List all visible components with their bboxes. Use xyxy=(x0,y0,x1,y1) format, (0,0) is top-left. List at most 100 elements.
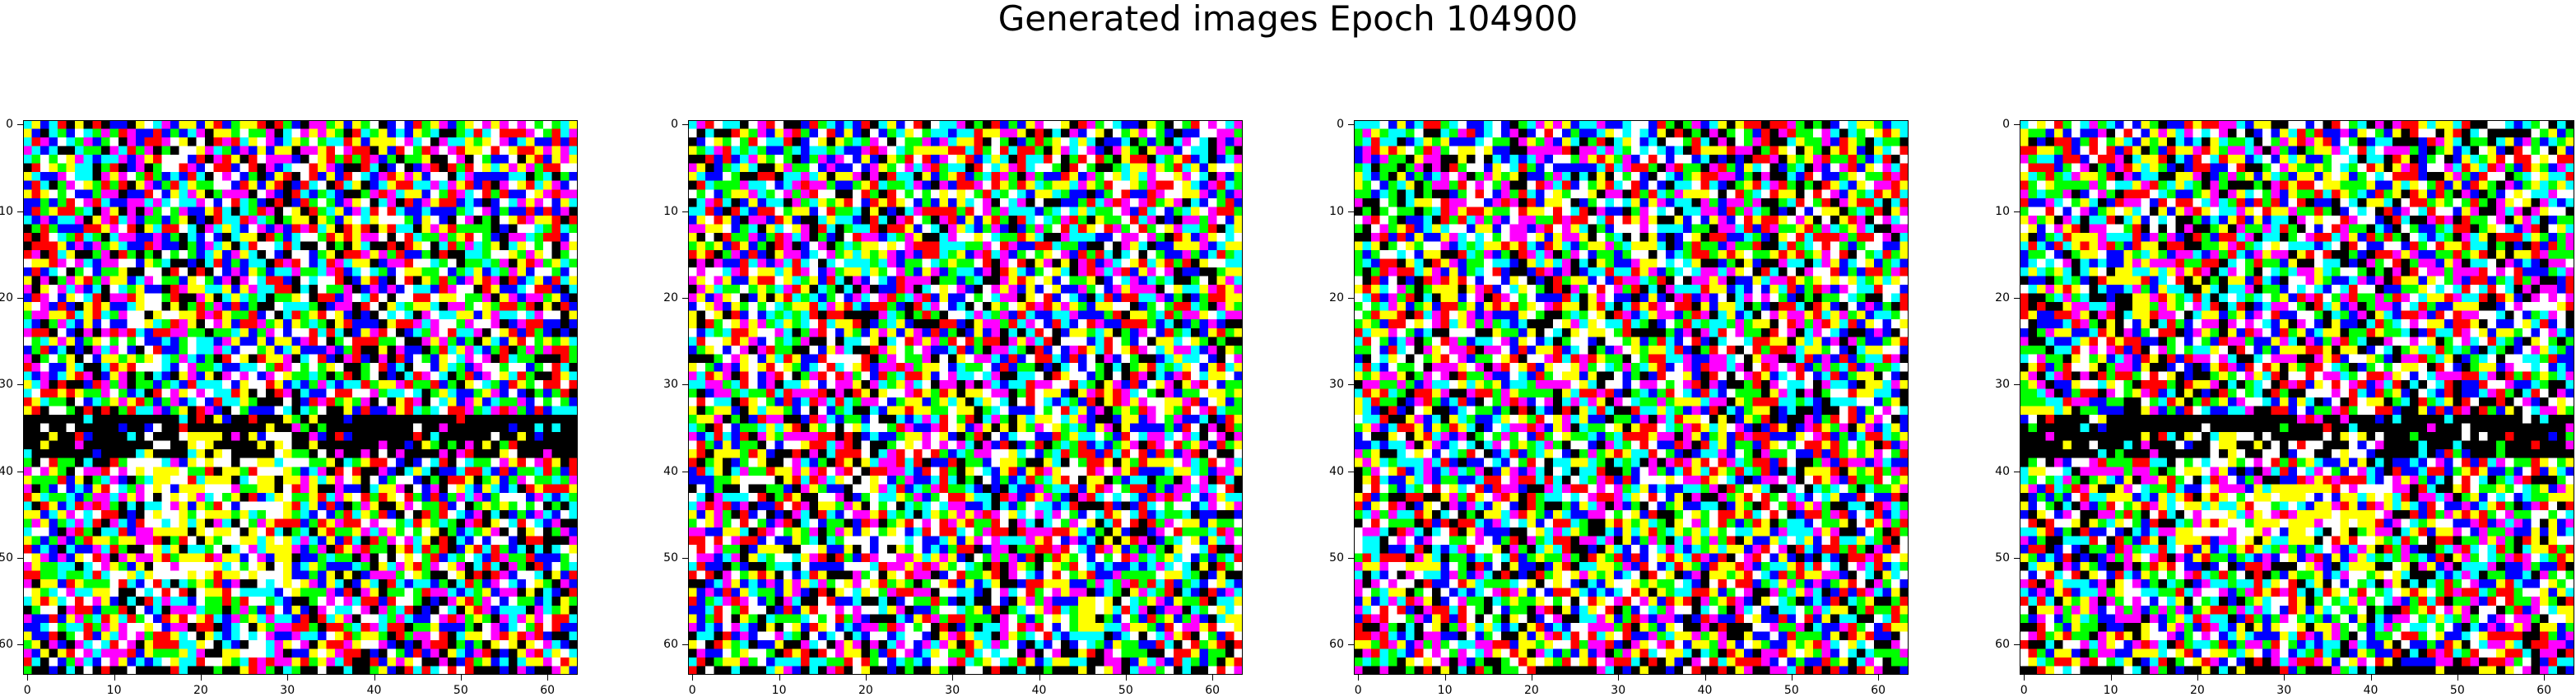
x-tick-label: 60 xyxy=(540,684,556,697)
y-tick-label: 40 xyxy=(663,464,678,478)
y-tick-label: 20 xyxy=(0,290,13,304)
y-tick-mark xyxy=(682,644,688,646)
y-tick-mark xyxy=(17,211,23,212)
y-tick-label: 0 xyxy=(1337,118,1344,132)
y-tick-mark xyxy=(1348,384,1354,386)
axes-frame xyxy=(1354,120,1909,675)
x-tick-mark xyxy=(114,675,115,681)
x-tick-mark xyxy=(1791,675,1793,681)
x-tick-mark xyxy=(547,675,549,681)
x-tick-mark xyxy=(1444,675,1446,681)
x-tick-label: 50 xyxy=(2449,684,2465,697)
y-tick-label: 50 xyxy=(0,551,13,565)
y-tick-mark xyxy=(2014,644,2020,646)
x-tick-label: 20 xyxy=(1523,684,1539,697)
x-tick-mark xyxy=(1125,675,1127,681)
y-tick-mark xyxy=(17,384,23,386)
x-tick-label: 0 xyxy=(23,684,31,697)
y-tick-label: 50 xyxy=(1329,551,1344,565)
y-tick-mark xyxy=(17,297,23,299)
x-tick-mark xyxy=(952,675,954,681)
y-tick-label: 20 xyxy=(1329,290,1344,304)
y-tick-mark xyxy=(2014,297,2020,299)
y-tick-label: 60 xyxy=(1995,638,2010,652)
x-tick-mark xyxy=(1212,675,1214,681)
x-tick-mark xyxy=(692,675,694,681)
y-tick-label: 60 xyxy=(663,638,678,652)
x-tick-label: 20 xyxy=(2189,684,2205,697)
y-tick-mark xyxy=(2014,211,2020,212)
y-tick-mark xyxy=(17,124,23,126)
y-tick-mark xyxy=(17,557,23,559)
x-tick-mark xyxy=(2197,675,2198,681)
y-tick-mark xyxy=(1348,297,1354,299)
x-tick-label: 10 xyxy=(1437,684,1453,697)
y-tick-mark xyxy=(682,297,688,299)
x-tick-mark xyxy=(1704,675,1706,681)
y-tick-mark xyxy=(17,644,23,646)
image-panel-2: 0 10 20 30 40 50 60 0 10 20 30 40 50 60 xyxy=(663,118,1243,696)
y-tick-label: 60 xyxy=(1329,638,1344,652)
y-tick-label: 30 xyxy=(1329,378,1344,392)
x-tick-mark xyxy=(2370,675,2372,681)
y-tick-label: 20 xyxy=(663,290,678,304)
x-tick-mark xyxy=(865,675,867,681)
x-tick-mark xyxy=(27,675,29,681)
y-tick-mark xyxy=(2014,124,2020,126)
image-panel-3: 0 10 20 30 40 50 60 0 10 20 30 40 50 60 xyxy=(1329,118,1909,696)
y-tick-label: 10 xyxy=(1329,204,1344,218)
x-tick-mark xyxy=(2457,675,2458,681)
y-tick-mark xyxy=(682,124,688,126)
x-tick-mark xyxy=(1039,675,1040,681)
x-tick-label: 0 xyxy=(2020,684,2028,697)
x-tick-label: 20 xyxy=(193,684,208,697)
x-tick-label: 10 xyxy=(771,684,787,697)
y-tick-label: 60 xyxy=(0,638,13,652)
generated-image-heatmap xyxy=(23,120,578,675)
x-tick-label: 60 xyxy=(1205,684,1221,697)
generated-image-heatmap xyxy=(1354,120,1909,675)
x-tick-label: 50 xyxy=(1118,684,1133,697)
y-tick-mark xyxy=(1348,124,1354,126)
x-tick-label: 60 xyxy=(2536,684,2552,697)
x-tick-mark xyxy=(460,675,462,681)
x-tick-label: 40 xyxy=(2363,684,2378,697)
x-tick-mark xyxy=(287,675,289,681)
image-panel-1: 0 10 20 30 40 50 60 0 10 20 30 40 50 60 xyxy=(0,118,578,696)
x-tick-mark xyxy=(374,675,375,681)
y-tick-label: 20 xyxy=(1995,290,2010,304)
x-tick-mark xyxy=(200,675,202,681)
y-tick-label: 10 xyxy=(0,204,13,218)
y-tick-mark xyxy=(2014,557,2020,559)
axes-frame xyxy=(2020,120,2574,675)
y-tick-mark xyxy=(1348,211,1354,212)
x-tick-mark xyxy=(1358,675,1360,681)
x-tick-mark xyxy=(2284,675,2285,681)
y-tick-mark xyxy=(682,557,688,559)
y-tick-label: 10 xyxy=(663,204,678,218)
y-tick-label: 0 xyxy=(6,118,13,132)
x-tick-mark xyxy=(2024,675,2025,681)
x-tick-mark xyxy=(1618,675,1620,681)
x-tick-label: 40 xyxy=(1031,684,1047,697)
x-tick-label: 10 xyxy=(106,684,122,697)
y-tick-label: 0 xyxy=(2002,118,2010,132)
x-tick-label: 30 xyxy=(280,684,295,697)
x-tick-label: 40 xyxy=(366,684,382,697)
y-tick-mark xyxy=(682,211,688,212)
y-tick-mark xyxy=(1348,557,1354,559)
x-tick-mark xyxy=(779,675,780,681)
x-tick-label: 50 xyxy=(453,684,468,697)
x-tick-label: 50 xyxy=(1783,684,1799,697)
x-tick-label: 20 xyxy=(858,684,873,697)
x-tick-label: 30 xyxy=(2276,684,2292,697)
x-tick-label: 0 xyxy=(688,684,696,697)
axes-frame xyxy=(688,120,1243,675)
y-tick-label: 40 xyxy=(0,464,13,478)
x-tick-label: 60 xyxy=(1871,684,1886,697)
x-tick-mark xyxy=(2544,675,2546,681)
x-tick-label: 0 xyxy=(1354,684,1362,697)
y-tick-label: 40 xyxy=(1329,464,1344,478)
generated-image-heatmap xyxy=(2020,120,2574,675)
y-tick-mark xyxy=(1348,644,1354,646)
